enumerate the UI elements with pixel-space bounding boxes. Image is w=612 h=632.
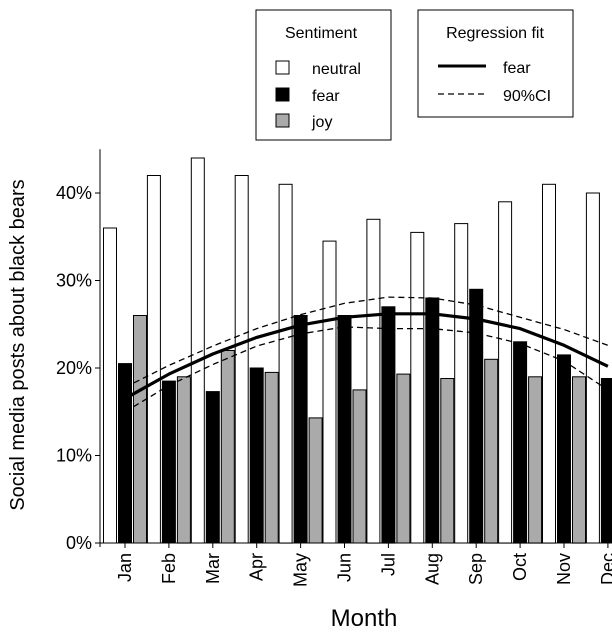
- y-tick-label: 0%: [66, 533, 92, 553]
- regression-fit-line: [124, 312, 609, 400]
- bar-fear-oct: [513, 341, 528, 544]
- legend-swatch-neutral: [275, 60, 290, 75]
- legend-label-neutral: neutral: [312, 61, 361, 78]
- bar-neutral-feb: [146, 175, 161, 544]
- y-axis-title: Social media posts about black bears: [7, 179, 29, 510]
- bar-neutral-jan: [103, 227, 117, 544]
- bar-neutral-apr: [234, 175, 249, 544]
- bar-joy-jun: [352, 389, 367, 544]
- bar-fear-apr: [249, 367, 264, 544]
- bar-fear-may: [293, 315, 308, 544]
- bar-neutral-dec: [585, 192, 600, 544]
- bar-fear-aug: [425, 297, 440, 544]
- bar-joy-oct: [528, 376, 543, 544]
- bar-joy-jul: [396, 373, 411, 544]
- legend-swatch-fear: [275, 87, 290, 102]
- x-tick-label-jan: Jan: [115, 553, 135, 582]
- y-tick-label: 10%: [56, 446, 92, 466]
- x-tick-label-apr: Apr: [247, 553, 267, 581]
- x-tick-label-aug: Aug: [422, 553, 442, 585]
- bar-neutral-sep: [454, 223, 469, 544]
- bar-fear-jul: [381, 306, 396, 544]
- bar-fear-jan: [118, 363, 132, 544]
- bar-fear-nov: [557, 354, 571, 544]
- legend-regression-title: Regression fit: [446, 25, 544, 42]
- x-tick-label-jul: Jul: [378, 553, 398, 576]
- bar-neutral-may: [278, 183, 293, 544]
- bar-joy-may: [308, 417, 323, 544]
- bar-joy-apr: [264, 371, 279, 544]
- legend-label-fit: fear: [503, 60, 531, 77]
- bar-neutral-jul: [366, 218, 381, 544]
- legend-label-ci: 90%CI: [503, 88, 551, 105]
- regression-layer: [124, 296, 609, 413]
- x-tick-label-may: May: [291, 553, 311, 587]
- bar-joy-mar: [220, 350, 235, 544]
- bar-fear-feb: [161, 380, 176, 544]
- bar-neutral-jun: [322, 240, 337, 544]
- bar-neutral-nov: [542, 183, 556, 544]
- bar-fear-dec: [600, 378, 612, 544]
- legend-swatch-joy: [275, 113, 290, 128]
- y-tick-label: 20%: [56, 358, 92, 378]
- bar-joy-jan: [133, 315, 147, 544]
- bar-joy-feb: [176, 376, 191, 544]
- bar-joy-nov: [572, 376, 586, 544]
- bar-neutral-oct: [498, 201, 513, 544]
- x-tick-label-nov: Nov: [554, 553, 574, 585]
- x-tick-label-feb: Feb: [159, 553, 179, 584]
- x-tick-label-dec: Dec: [598, 553, 612, 585]
- bar-fear-jun: [337, 315, 352, 544]
- axes-layer: [99, 149, 612, 547]
- y-tick-label: 30%: [56, 271, 92, 291]
- x-tick-labels: Jan Feb Mar Apr May Jun Jul Aug Sep Oct Nov Dec: [115, 543, 612, 587]
- x-tick-label-mar: Mar: [203, 553, 223, 584]
- x-tick-label-sep: Sep: [466, 553, 486, 585]
- bars-layer: [103, 157, 612, 544]
- bar-joy-aug: [440, 378, 455, 544]
- x-tick-label-oct: Oct: [510, 553, 530, 581]
- bar-fear-sep: [469, 288, 484, 544]
- regression-ci-upper: [124, 296, 609, 388]
- legend-sentiment: Sentiment neutral fear joy: [255, 9, 392, 141]
- regression-ci-lower: [124, 326, 609, 413]
- y-tick-label: 40%: [56, 183, 92, 203]
- bar-neutral-aug: [410, 231, 425, 544]
- x-axis-title: Month: [331, 605, 398, 632]
- x-tick-label-jun: Jun: [335, 553, 355, 582]
- legend-regression-box: [417, 9, 574, 118]
- legend-sentiment-title: Sentiment: [285, 25, 358, 42]
- legend-label-joy: joy: [311, 114, 332, 131]
- legend-regression: Regression fit fear 90%CI: [417, 9, 574, 118]
- legend-label-fear: fear: [312, 88, 340, 105]
- bar-joy-sep: [484, 358, 499, 544]
- bar-fear-mar: [205, 391, 220, 544]
- y-tick-labels: 0% 10% 20% 30% 40%: [56, 183, 100, 553]
